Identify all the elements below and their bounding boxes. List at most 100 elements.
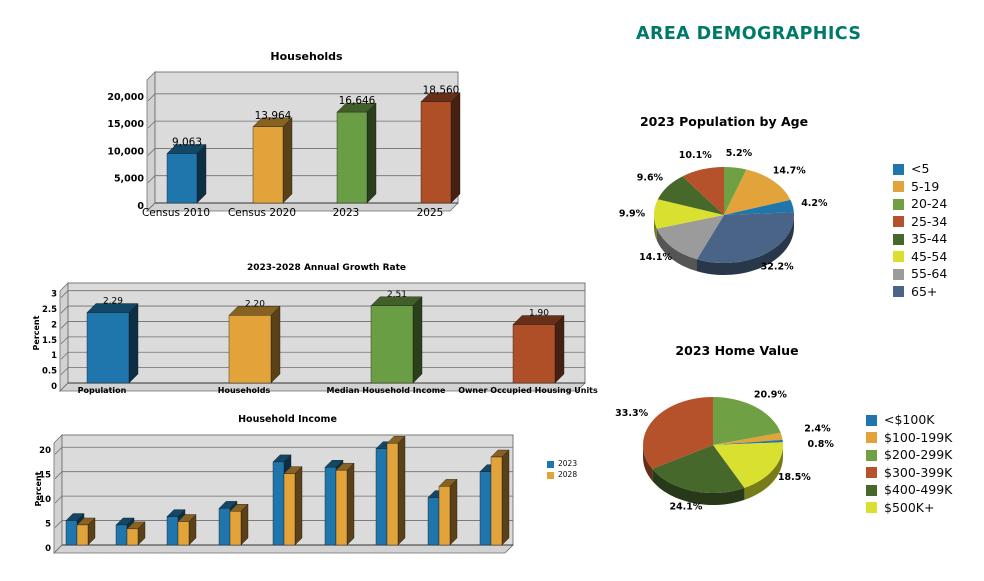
household-income-chart-title: Household Income bbox=[238, 414, 337, 425]
pie-slice-5-19 bbox=[724, 169, 791, 215]
legend-swatch-home-value bbox=[866, 432, 877, 443]
pie-percent-label-20-24: 5.2% bbox=[726, 148, 753, 159]
pie-slice-<$100K bbox=[713, 439, 783, 445]
bar-2025-side bbox=[450, 92, 461, 204]
bar-value-label: 16,646 bbox=[339, 95, 376, 107]
y-tick-label: 1.5 bbox=[42, 336, 57, 346]
bar-group2-2028-front bbox=[126, 528, 139, 546]
bar-value-label: 2.20 bbox=[245, 299, 265, 309]
pie-slice-$300-399K bbox=[643, 397, 713, 469]
x-category-label: Population bbox=[78, 386, 127, 395]
bar-Population-side bbox=[128, 303, 139, 384]
pie-percent-label-25-34: 10.1% bbox=[679, 150, 712, 161]
legend-swatch-home-value bbox=[866, 502, 877, 513]
left-wall bbox=[146, 71, 156, 212]
bar-group4-2023-front bbox=[218, 508, 231, 546]
population-by-age-pie-canvas: 5.2% 14.7% 4.2% 32.2% 14.1% 9.9% 9.6% 10.1% bbox=[619, 148, 828, 275]
bar-Median Household Income-front bbox=[370, 305, 414, 384]
y-tick-label: 5,000 bbox=[114, 174, 144, 185]
legend-item: 65+ bbox=[893, 283, 947, 299]
bar-group5-2023-front bbox=[272, 461, 285, 546]
pie-slice-$200-299K bbox=[713, 397, 781, 445]
legend-label: $100-199K bbox=[884, 429, 953, 445]
bar-group7-2028-front bbox=[386, 443, 399, 546]
bar-value-label: 13,964 bbox=[255, 110, 292, 122]
y-tick-mark bbox=[60, 382, 69, 391]
home-value-pie-title: 2023 Home Value bbox=[675, 343, 799, 358]
bar-group6-2028-side bbox=[346, 462, 355, 546]
bar-group8-2023-front bbox=[427, 497, 440, 546]
legend-label: 35-44 bbox=[911, 231, 948, 246]
x-category-label: 2025 bbox=[417, 207, 444, 219]
pie-slice-20-24 bbox=[724, 167, 747, 215]
legend-label: 55-64 bbox=[911, 266, 948, 281]
population-by-age-pie-title: 2023 Population by Age bbox=[639, 114, 809, 129]
household-income-legend: 2023 2028 bbox=[547, 460, 577, 479]
legend-label: 65+ bbox=[911, 283, 938, 299]
legend-swatch-age bbox=[893, 233, 904, 245]
legend-swatch-home-value bbox=[866, 414, 877, 426]
x-category-label: Households bbox=[218, 386, 271, 395]
y-tick-mark bbox=[147, 202, 156, 211]
y-tick-mark bbox=[54, 495, 63, 504]
pie-percent-label-65+: 32.2% bbox=[761, 261, 794, 272]
bar-Owner Occupied Housing Units-side bbox=[554, 315, 565, 384]
bar-Households-front bbox=[228, 315, 272, 384]
pie-percent-label-$200-299K: 20.9% bbox=[754, 389, 787, 400]
pie-percent-label-$300-399K: 33.3% bbox=[615, 408, 648, 419]
bar-group6-2023-front bbox=[324, 467, 337, 546]
y-tick-label: 20,000 bbox=[107, 92, 144, 103]
pie-rim-45-54 bbox=[654, 215, 657, 241]
y-tick-mark bbox=[60, 305, 69, 314]
households-chart-canvas: 0 5,000 10,000 15,000 20,000 9,063 Census 2010… bbox=[107, 71, 461, 219]
pie-rim-$500K+ bbox=[744, 445, 783, 500]
y-tick-mark bbox=[147, 120, 156, 129]
legend-label: 5-19 bbox=[911, 178, 940, 194]
y-tick-label: 2 bbox=[51, 320, 57, 330]
bar-value-label: 2.29 bbox=[103, 297, 123, 307]
legend-swatch-home-value bbox=[866, 484, 877, 496]
bar-group8-2028-front bbox=[438, 486, 451, 546]
pie-slice-55-64 bbox=[656, 215, 724, 260]
legend-label: 25-34 bbox=[911, 213, 948, 229]
legend-swatch-income bbox=[547, 460, 554, 468]
legend-item: 20-24 bbox=[893, 197, 947, 210]
legend-item: 5-19 bbox=[893, 178, 947, 194]
bar-value-label: 2.51 bbox=[387, 290, 407, 300]
legend-label: 2028 bbox=[558, 470, 578, 479]
y-tick-label: 10 bbox=[39, 495, 51, 505]
bar-Median Household Income-side bbox=[412, 296, 423, 384]
bar-group4-2028-side bbox=[240, 503, 249, 546]
y-tick-mark bbox=[60, 290, 69, 298]
bar-group7-2028-side bbox=[397, 435, 406, 546]
legend-item: $400-499K bbox=[866, 483, 952, 496]
legend-item: 55-64 bbox=[893, 266, 948, 281]
y-tick-label: 5 bbox=[45, 520, 51, 530]
bar-value-label: 9,063 bbox=[172, 137, 202, 149]
growth-rate-bar-chart: 0 0.5 1 1.5 2 2.5 3 2.29 Population 2.20 Household… bbox=[30, 270, 610, 395]
y-tick-mark bbox=[60, 321, 69, 329]
legend-swatch-age bbox=[893, 181, 904, 192]
legend-label: 45-54 bbox=[911, 248, 948, 264]
bar-Census 2020-front bbox=[252, 126, 284, 204]
growth-rate-chart-title: 2023-2028 Annual Growth Rate bbox=[246, 263, 407, 273]
home-value-pie-chart: 20.9% 2.4% 0.8% 18.5% 24.1% 33.3% bbox=[600, 360, 880, 525]
pie-percent-label-<5: 4.2% bbox=[801, 198, 828, 209]
legend-swatch-home-value bbox=[866, 449, 877, 461]
y-tick-mark bbox=[60, 351, 69, 360]
legend-item: 35-44 bbox=[893, 231, 948, 246]
pie-slice-$500K+ bbox=[713, 442, 783, 488]
x-category-label: Owner Occupied Housing Units bbox=[458, 386, 598, 395]
x-category-label: Census 2020 bbox=[228, 207, 296, 219]
bar-group9-2028-side bbox=[501, 449, 510, 546]
pie-percent-label-$100-199K: 2.4% bbox=[804, 423, 831, 434]
legend-swatch-home-value bbox=[866, 467, 877, 478]
y-tick-mark bbox=[54, 471, 63, 479]
y-tick-label: 20 bbox=[39, 446, 51, 456]
y-tick-label: 15,000 bbox=[107, 119, 144, 130]
bar-group9-2028-front bbox=[490, 456, 503, 546]
pie-rim-55-64 bbox=[656, 228, 698, 272]
y-tick-mark bbox=[60, 367, 69, 375]
bar-Population-front bbox=[86, 312, 130, 384]
